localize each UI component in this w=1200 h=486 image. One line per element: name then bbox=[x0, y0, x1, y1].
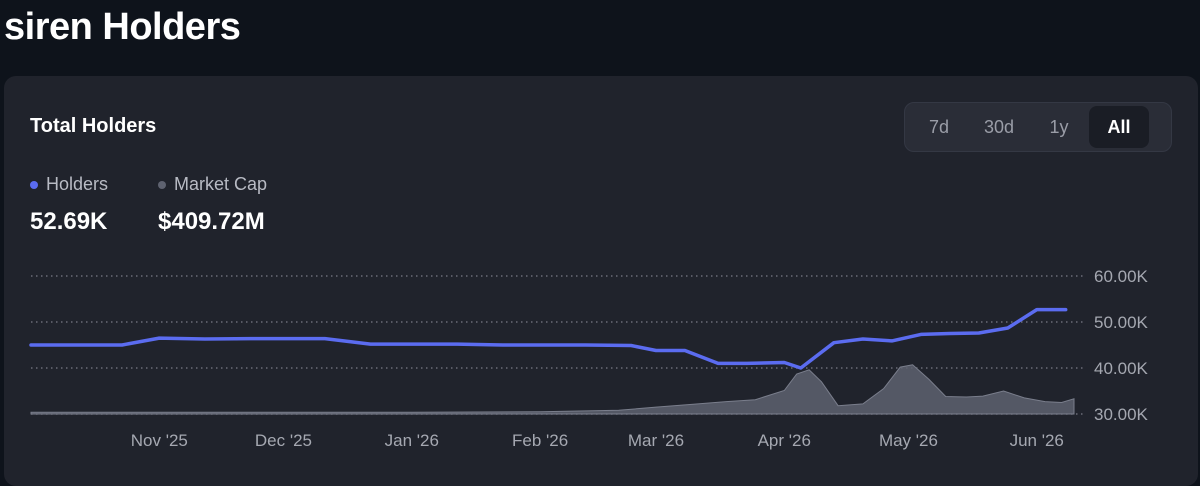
y-tick-label: 30.00K bbox=[1094, 405, 1149, 424]
legend-holders[interactable]: Holders bbox=[30, 174, 108, 195]
x-tick-label: Nov '25 bbox=[131, 431, 188, 450]
holders-line bbox=[29, 307, 1068, 370]
holders-legend-dot bbox=[30, 180, 38, 189]
holders-value: 52.69K bbox=[30, 208, 108, 235]
range-tab-30d[interactable]: 30d bbox=[983, 116, 1015, 137]
y-tick-label: 50.00K bbox=[1094, 313, 1149, 332]
y-tick-label: 40.00K bbox=[1094, 359, 1149, 378]
x-tick-label: May '26 bbox=[879, 431, 938, 450]
time-range-selector: 7d 30d 1y All bbox=[904, 102, 1172, 152]
market-cap-legend-dot bbox=[158, 180, 166, 189]
market-cap-value: $409.72M bbox=[158, 208, 265, 235]
page-title: siren Holders bbox=[4, 6, 241, 48]
x-tick-label: Apr '26 bbox=[758, 431, 811, 450]
x-tick-label: Mar '26 bbox=[628, 431, 684, 450]
x-tick-label: Jan '26 bbox=[385, 431, 439, 450]
total-holders-card: Total Holders 7d 30d 1y All Holders Mark… bbox=[4, 76, 1198, 486]
market-cap-legend-label: Market Cap bbox=[174, 174, 268, 194]
holders-chart[interactable]: 60.00K 50.00K 40.00K 30.00K Nov '25 Dec '25 Ja… bbox=[4, 76, 1198, 475]
x-tick-label: Feb '26 bbox=[512, 431, 568, 450]
x-tick-label: Jun '26 bbox=[1010, 431, 1064, 450]
range-tab-7d[interactable]: 7d bbox=[928, 116, 950, 137]
holders-legend-label: Holders bbox=[46, 174, 109, 194]
x-tick-label: Dec '25 bbox=[255, 431, 312, 450]
range-tab-1y[interactable]: 1y bbox=[1049, 116, 1069, 137]
market-cap-area bbox=[30, 364, 1075, 415]
card-title: Total Holders bbox=[30, 115, 157, 137]
y-tick-label: 60.00K bbox=[1094, 267, 1149, 286]
legend-market-cap[interactable]: Market Cap bbox=[158, 174, 267, 195]
range-tab-all[interactable]: All bbox=[1089, 106, 1149, 148]
